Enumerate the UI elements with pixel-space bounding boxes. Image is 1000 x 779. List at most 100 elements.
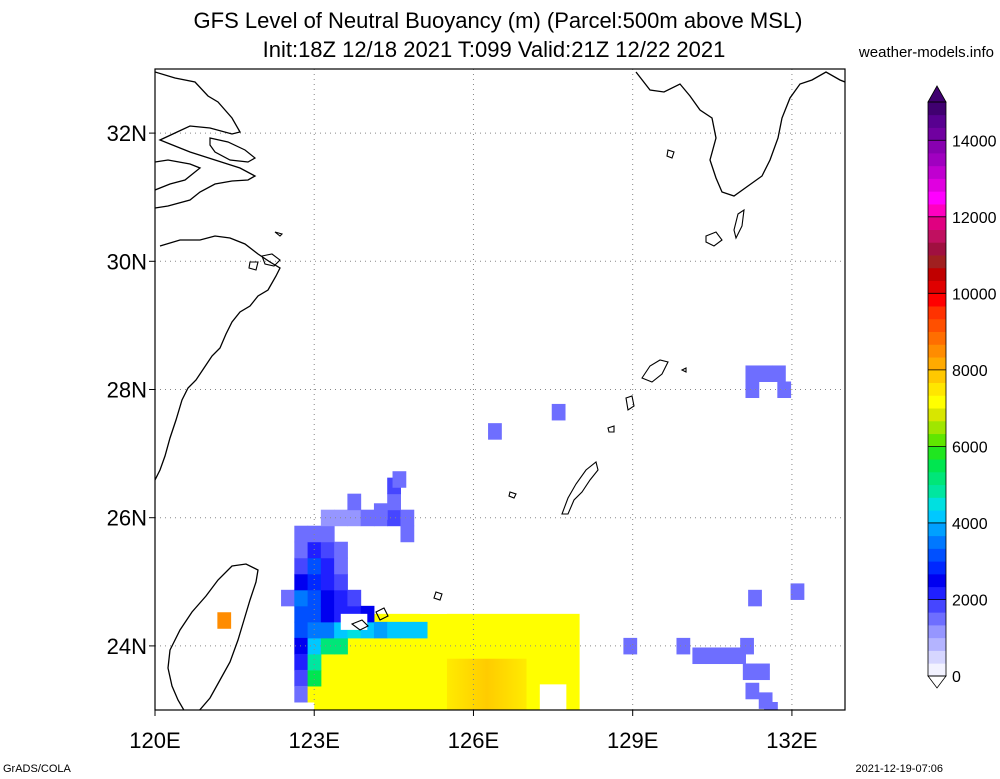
colorbar-swatch	[928, 216, 946, 230]
buoyancy-cell	[294, 605, 309, 623]
colorbar-swatch	[928, 369, 946, 384]
colorbar-swatch	[928, 408, 946, 422]
island-tanegashima	[666, 149, 745, 247]
buoyancy-cell	[334, 589, 348, 607]
buoyancy-cell	[400, 621, 415, 639]
colorbar-swatch	[928, 535, 946, 549]
colorbar-swatch	[928, 446, 946, 460]
no-data-gap	[539, 684, 567, 710]
colorbar-swatch	[928, 102, 946, 116]
buoyancy-cell	[745, 365, 760, 382]
buoyancy-cell	[758, 365, 773, 382]
colorbar-tick-label: 8000	[952, 363, 988, 380]
lon-tick-label: 132E	[766, 728, 817, 753]
colorbar-swatch	[928, 242, 946, 256]
chart-title: GFS Level of Neutral Buoyancy (m) (Parce…	[193, 8, 803, 33]
colorbar-swatch	[928, 573, 946, 588]
colorbar-swatch	[928, 484, 946, 498]
buoyancy-cell	[748, 589, 762, 607]
buoyancy-cell	[740, 637, 754, 655]
colorbar-tick-label: 2000	[952, 592, 988, 609]
footer-timestamp: 2021-12-19-07:06	[855, 763, 943, 775]
buoyancy-cell	[413, 621, 428, 639]
buoyancy-cell	[387, 493, 401, 511]
buoyancy-cell	[294, 589, 309, 607]
lat-tick-label: 30N	[107, 249, 147, 274]
buoyancy-cell	[334, 557, 348, 575]
buoyancy-cell	[772, 365, 786, 382]
buoyancy-cell	[692, 647, 707, 665]
colorbar-swatch	[928, 522, 946, 537]
buoyancy-cell	[217, 612, 232, 629]
buoyancy-cell	[320, 541, 335, 559]
colorbar-swatch	[928, 497, 946, 511]
colorbar-swatch	[928, 255, 946, 269]
buoyancy-cell	[745, 381, 760, 399]
buoyancy-cell	[718, 647, 733, 665]
colorbar-min-arrow	[927, 675, 947, 689]
buoyancy-cell	[373, 503, 388, 520]
buoyancy-cell	[307, 637, 322, 655]
footer-left-label: GrADS/COLA	[3, 763, 71, 775]
colorbar-swatch	[928, 204, 946, 218]
buoyancy-cell	[551, 403, 566, 421]
colorbar-tick-label: 10000	[952, 286, 997, 303]
buoyancy-cell	[400, 525, 415, 543]
buoyancy-cell	[347, 589, 362, 607]
buoyancy-cell	[320, 557, 335, 575]
buoyancy-cell	[400, 509, 415, 527]
buoyancy-cell	[777, 381, 792, 399]
buoyancy-cell	[320, 621, 335, 639]
island-zhoushan	[248, 231, 284, 271]
colorbar-swatch	[928, 114, 946, 128]
buoyancy-cell	[307, 621, 322, 639]
buoyancy-cell	[334, 637, 348, 655]
buoyancy-cell	[294, 669, 309, 687]
buoyancy-cell	[320, 509, 335, 527]
island-ishigaki	[350, 591, 443, 631]
coastlines	[155, 71, 845, 710]
lat-tick-label: 26N	[107, 506, 147, 531]
colorbar-swatch	[928, 140, 946, 154]
buoyancy-cell	[307, 557, 322, 575]
buoyancy-cell	[334, 541, 348, 559]
colorbar-swatch	[928, 663, 946, 677]
buoyancy-cell	[294, 637, 309, 655]
coastline-yangtze	[209, 137, 257, 163]
buoyancy-cell	[742, 663, 757, 681]
colorbar-swatch	[928, 599, 946, 613]
buoyancy-cell	[307, 653, 322, 671]
colorbar-swatch	[928, 153, 946, 167]
buoyancy-cell	[307, 669, 322, 687]
buoyancy-cell	[347, 493, 362, 511]
buoyancy-cell	[320, 525, 335, 543]
colorbar-swatch	[928, 612, 946, 626]
colorbar-tick-label: 0	[952, 669, 961, 686]
colorbar-swatch	[928, 624, 946, 639]
colorbar-swatch	[928, 382, 946, 396]
buoyancy-cell	[307, 573, 322, 591]
colorbar-swatch	[928, 357, 946, 371]
buoyancy-cell	[334, 509, 348, 527]
colorbar-swatch	[928, 280, 946, 294]
colorbar-swatch	[928, 459, 946, 473]
buoyancy-cell	[294, 541, 309, 559]
colorbar-swatch	[928, 395, 946, 409]
colorbar-tick-label: 12000	[952, 210, 997, 227]
longitude-tick-labels: 120E 123E 126E 129E 132E	[129, 710, 818, 753]
buoyancy-cell	[307, 525, 322, 543]
colorbar-swatch	[928, 191, 946, 205]
latitude-tick-labels: 24N 26N 28N 30N 32N	[107, 121, 155, 659]
buoyancy-cell	[320, 589, 335, 607]
colorbar-swatch	[928, 637, 946, 651]
island-amami	[607, 359, 687, 433]
colorbar-swatch	[928, 586, 946, 600]
lat-tick-label: 32N	[107, 121, 147, 146]
island-okinawa	[508, 461, 599, 515]
colorbar-swatch	[928, 127, 946, 141]
buoyancy-cell	[294, 573, 309, 591]
buoyancy-cell	[320, 637, 335, 655]
buoyancy-cell	[294, 621, 309, 639]
colorbar-swatch	[928, 165, 946, 179]
